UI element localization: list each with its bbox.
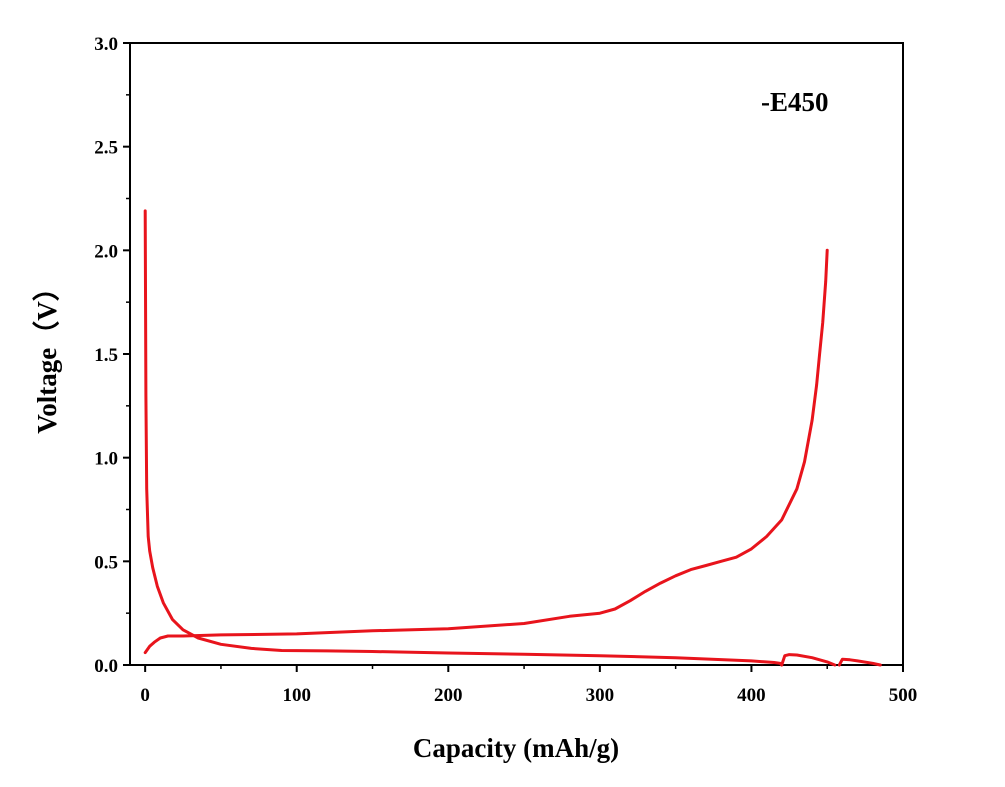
x-axis-title: Capacity (mAh/g)	[413, 733, 619, 763]
y-tick-label: 3.0	[94, 34, 118, 55]
y-tick-label: 0.0	[94, 656, 118, 677]
series-line-3	[143, 248, 829, 655]
x-tick-label: 200	[434, 685, 463, 706]
y-tick-label: 0.5	[94, 552, 118, 573]
series-curves	[143, 209, 882, 667]
y-axis-ticks: 0.0 0.5 1.0 1.5 2.0 2.5 3.0	[94, 34, 130, 677]
x-axis-ticks: 0 100 200 300 400 500	[140, 665, 917, 706]
plot-frame	[129, 42, 904, 666]
y-tick-label: 1.0	[94, 449, 118, 470]
x-tick-label: 500	[889, 685, 918, 706]
series-line-1	[780, 653, 837, 667]
x-tick-label: 400	[737, 685, 766, 706]
x-tick-label: 0	[140, 685, 150, 706]
x-tick-label: 300	[586, 685, 615, 706]
series-line-0	[143, 209, 784, 667]
y-tick-label: 1.5	[94, 345, 118, 366]
series-line-2	[837, 657, 882, 667]
y-tick-label: 2.0	[94, 241, 118, 262]
annotation-label: -E450	[761, 87, 829, 117]
y-axis-title: Voltage（V）	[32, 274, 62, 434]
y-tick-label: 2.5	[94, 138, 118, 159]
x-tick-label: 100	[282, 685, 311, 706]
